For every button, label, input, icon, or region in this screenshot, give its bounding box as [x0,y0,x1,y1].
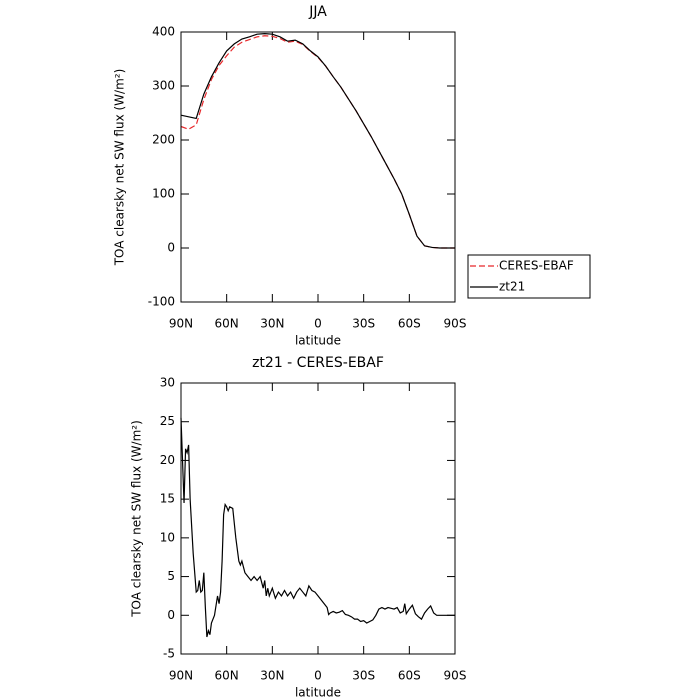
data-line [180,35,455,249]
y-tick-label: 300 [152,79,175,93]
x-tick-label: 90N [169,317,193,331]
legend-label: zt21 [499,280,525,294]
plot-frame [180,31,456,303]
y-tick-label: 100 [152,187,175,201]
x-axis-label: latitude [295,686,341,700]
plot-frame [180,382,456,655]
legend-label: CERES-EBAF [499,259,574,273]
data-line [180,33,455,249]
x-tick-label: 90N [169,669,193,683]
y-tick-label: 0 [167,241,175,255]
chart-title: zt21 - CERES-EBAF [252,355,384,371]
x-tick-label: 60N [215,669,239,683]
y-axis-label: TOA clearsky net SW flux (W/m²) [130,420,144,618]
y-axis-label: TOA clearsky net SW flux (W/m²) [113,69,127,267]
x-axis-label: latitude [295,334,341,348]
y-tick-label: -5 [163,647,175,661]
y-tick-label: 10 [160,530,175,544]
y-tick-label: 200 [152,133,175,147]
x-tick-label: 90S [444,317,467,331]
x-tick-label: 0 [314,669,322,683]
data-line [180,417,455,638]
x-tick-label: 30S [352,669,375,683]
y-tick-label: 30 [160,376,175,390]
y-tick-label: 5 [167,569,175,583]
x-tick-label: 0 [314,317,322,331]
x-tick-label: 90S [444,669,467,683]
x-tick-label: 30N [260,669,284,683]
y-tick-label: -100 [148,295,175,309]
y-tick-label: 400 [152,25,175,39]
y-tick-label: 25 [160,414,175,428]
x-tick-label: 30S [352,317,375,331]
x-tick-label: 60S [398,669,421,683]
y-tick-label: 15 [160,492,175,506]
chart-title: JJA [308,4,327,20]
y-tick-label: 0 [167,608,175,622]
y-tick-label: 20 [160,453,175,467]
legend-box [467,254,591,299]
x-tick-label: 30N [260,317,284,331]
x-tick-label: 60N [215,317,239,331]
x-tick-label: 60S [398,317,421,331]
